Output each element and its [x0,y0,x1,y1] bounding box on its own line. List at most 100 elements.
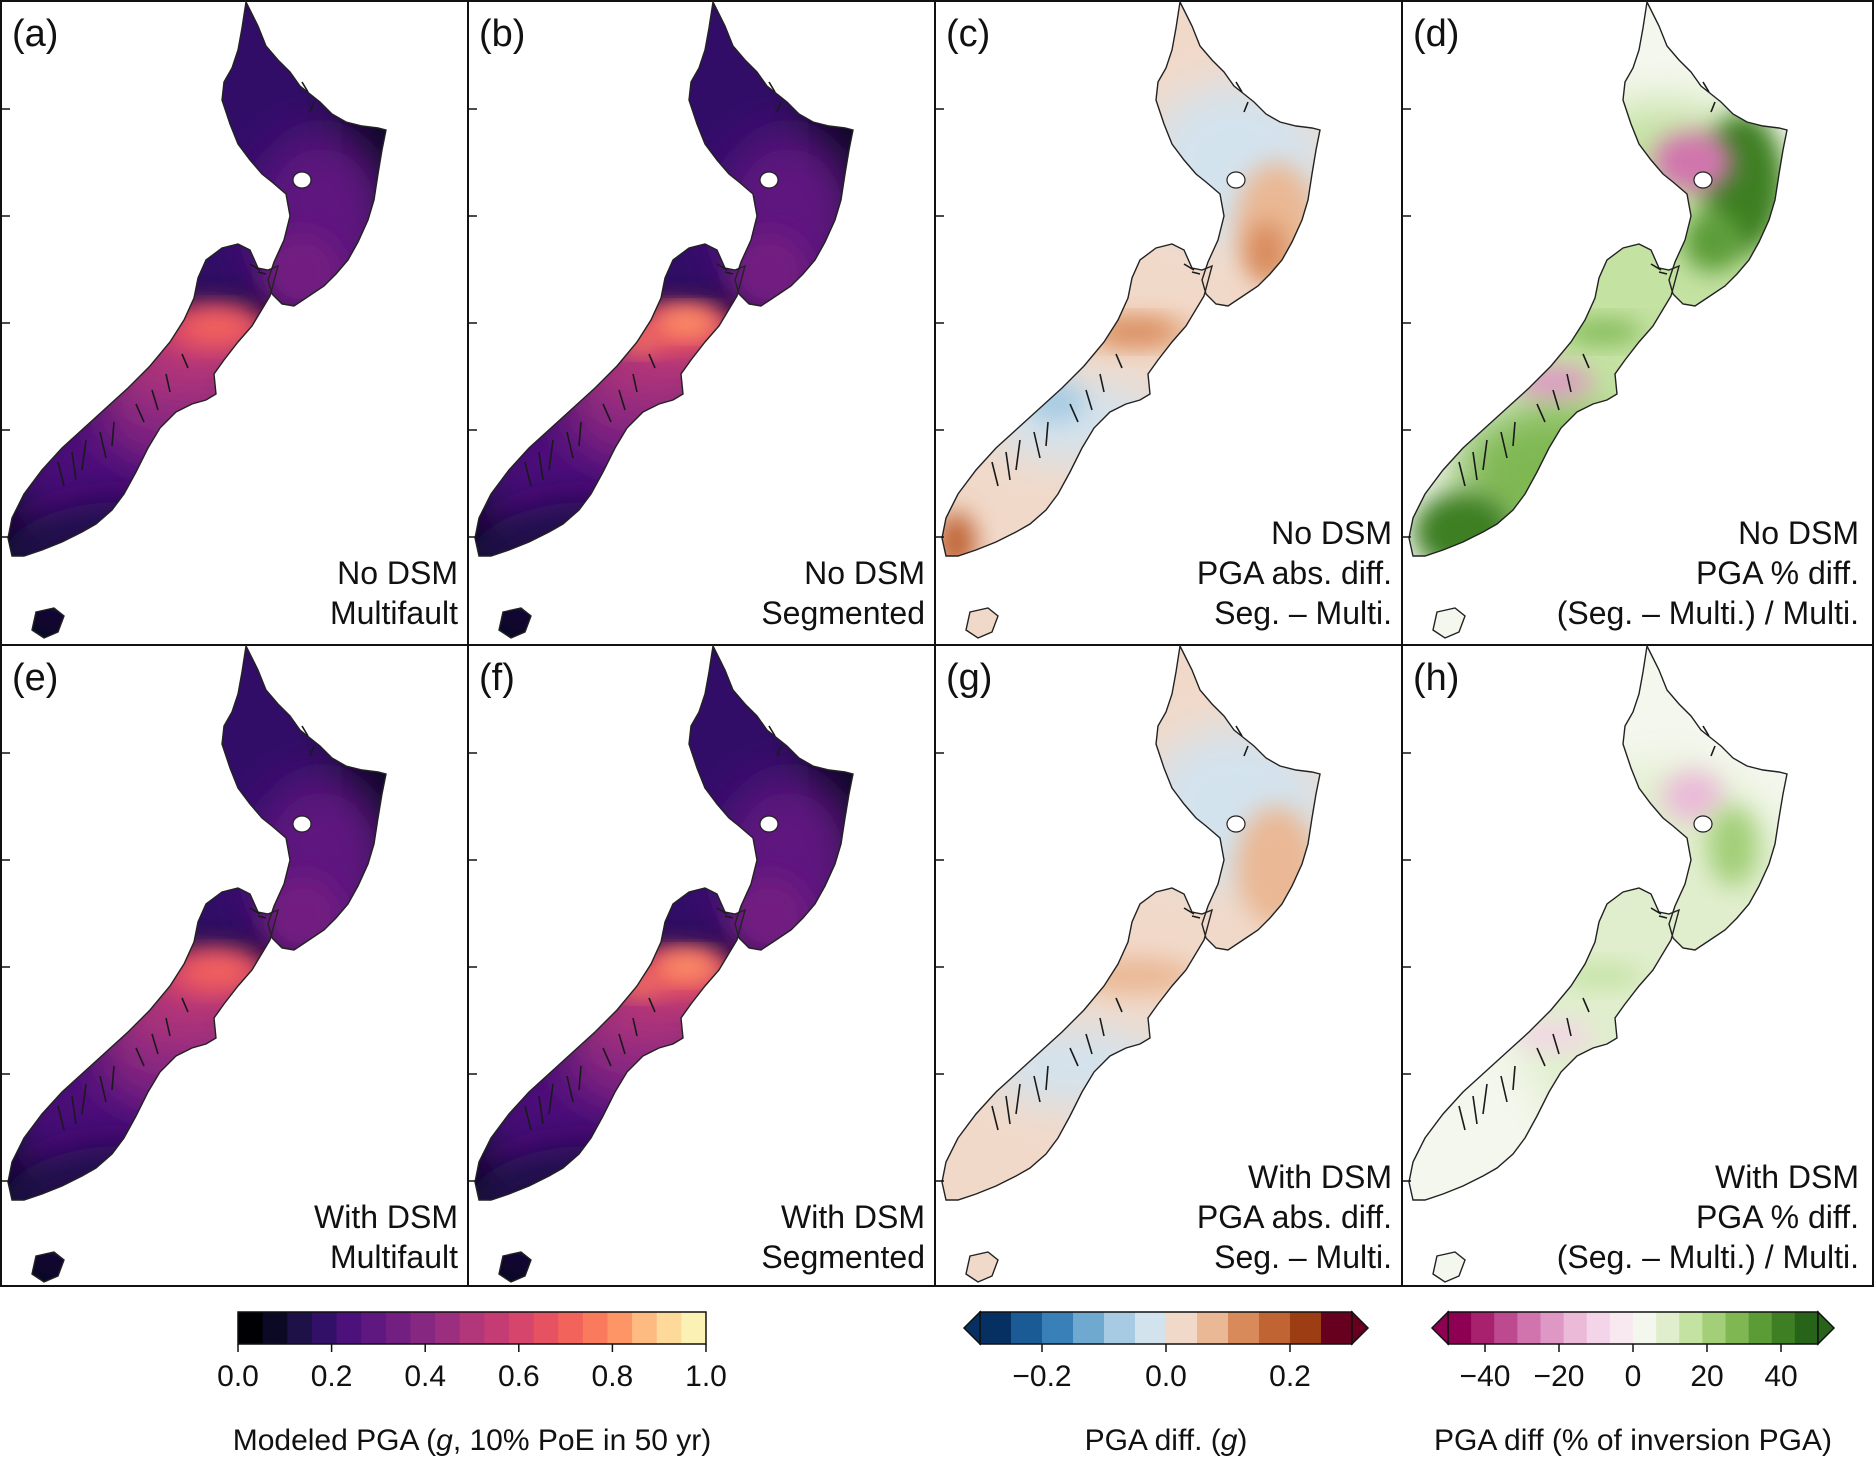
colorbar-swatch [656,1312,682,1344]
colorbar-swatch [1656,1312,1680,1344]
colorbar-swatch [980,1312,1012,1344]
colorbar-swatch [361,1312,387,1344]
nz-map [7,1,387,639]
panel-d: (d) No DSM PGA % diff. (Seg. – Multi.) / Mu… [1403,1,1859,639]
colorbar-swatch [558,1312,584,1344]
panel-g: (g) With DSM PGA abs. diff. Seg. – Multi. [936,645,1392,1283]
colorbar-swatch [1748,1312,1773,1344]
lake-taupo [292,171,312,189]
colorbar-tick-label: 0.2 [311,1360,353,1393]
frame-ticks [469,752,477,1182]
colorbar-swatch [1104,1312,1136,1344]
colorbar-swatch [681,1312,707,1344]
colorbar-title: Modeled PGA (g, 10% PoE in 50 yr) [233,1424,712,1457]
panel-label: (d) [1413,13,1459,55]
panel-label: (a) [12,13,58,55]
colorbar-swatch [1197,1312,1229,1344]
colorbar-swatch [311,1312,338,1344]
colorbar-tick-label: 20 [1690,1360,1723,1393]
fault-traces [57,725,315,1131]
colorbars: 0.0 0.2 0.4 0.6 0.8 1.0 Modeled PGA (g, 10% Po… [217,1310,1836,1457]
colorbar-tick-label: 0.8 [592,1360,634,1393]
panel-annotation: Segmented [761,1239,925,1275]
panel-f: (f) With DSM Segmented [469,645,925,1283]
colorbar-tick-label: −40 [1460,1360,1511,1393]
colorbar-arrow-high [1351,1310,1370,1346]
fault-traces [991,725,1249,1131]
panel-annotation: No DSM [804,555,925,591]
colorbar-swatch [1540,1312,1565,1344]
colorbar-swatch [435,1312,461,1344]
nz-map [474,645,854,1283]
figure-frame [0,0,1874,1287]
colorbar-arrow-low [1430,1310,1449,1346]
fault-traces [524,725,782,1131]
panel-annotation: With DSM [1248,1159,1392,1195]
panel-annotation: No DSM [1738,515,1859,551]
panel-annotation: Multifault [330,1239,458,1275]
colorbar-swatch [484,1312,510,1344]
colorbar-swatch [1290,1312,1322,1344]
colorbar-swatch [607,1312,633,1344]
panel-annotation: Multifault [330,595,458,631]
colorbar-tick-label: 0.4 [404,1360,446,1393]
colorbar-swatch [1448,1312,1472,1344]
colorbar-swatch [1321,1312,1353,1344]
frame-ticks [469,108,477,538]
colorbar-absdiff: −0.2 0.0 0.2 PGA diff. (g) [962,1310,1370,1457]
fault-traces [991,81,1249,487]
panel-c: (c) No DSM PGA abs. diff. Seg. – Multi. [936,1,1392,639]
panel-annotation: With DSM [314,1199,458,1235]
colorbar-tick-label: 1.0 [685,1360,727,1393]
lake-taupo [759,171,779,189]
frame-ticks [2,108,10,538]
panel-annotation: PGA abs. diff. [1197,1199,1392,1235]
panel-a: (a) No DSM Multifault [2,1,458,639]
colorbar-title: PGA diff (% of inversion PGA) [1434,1424,1832,1457]
lake-taupo [759,815,779,833]
panel-annotation: With DSM [1715,1159,1859,1195]
colorbar-swatch [410,1312,436,1344]
colorbar-swatch [385,1312,412,1344]
colorbar-swatch [336,1312,362,1344]
panel-annotation: (Seg. – Multi.) / Multi. [1557,1239,1859,1275]
colorbar-swatch [1042,1312,1074,1344]
panel-label: (b) [479,13,525,55]
colorbar-swatch [262,1312,288,1344]
colorbar-swatch [1771,1312,1796,1344]
lake-taupo [1226,815,1246,833]
panel-annotation: With DSM [781,1199,925,1235]
colorbar-title: PGA diff. (g) [1085,1424,1248,1457]
colorbar-swatch [508,1312,535,1344]
colorbar-tick-label: −20 [1534,1360,1585,1393]
colorbar-tick-label: 0.2 [1269,1360,1311,1393]
colorbar-swatch [238,1312,264,1344]
colorbar-swatch [1259,1312,1291,1344]
panel-label: (f) [479,657,515,699]
colorbar-swatch [287,1312,313,1344]
colorbar-tick-label: 40 [1764,1360,1797,1393]
colorbar-swatch [533,1312,559,1344]
panel-annotation: Segmented [761,595,925,631]
colorbar-swatch [459,1312,485,1344]
panel-annotation: PGA % diff. [1696,555,1859,591]
colorbar-swatch [1702,1312,1727,1344]
colorbar-swatch [1228,1312,1260,1344]
frame-ticks [1403,752,1411,1182]
frame-ticks [936,752,944,1182]
colorbar-swatch [1166,1312,1198,1344]
nz-map [474,1,854,639]
colorbar-swatch [1679,1312,1703,1344]
colorbar-swatch [1011,1312,1043,1344]
colorbar-swatch [1563,1312,1588,1344]
colorbar-swatch [1609,1312,1634,1344]
fault-traces [524,81,782,487]
colorbar-tick-label: 0 [1625,1360,1642,1393]
colorbar-tick-label: −0.2 [1012,1360,1071,1393]
panel-h: (h) With DSM PGA % diff. (Seg. – Multi.) / … [1403,645,1859,1283]
frame-ticks [936,108,944,538]
colorbar-pga: 0.0 0.2 0.4 0.6 0.8 1.0 Modeled PGA (g, 10% Po… [217,1311,727,1457]
colorbar-pctdiff: −40 −20 0 20 40 PGA diff (% of inversion PGA) [1430,1310,1836,1457]
panel-annotation: PGA % diff. [1696,1199,1859,1235]
